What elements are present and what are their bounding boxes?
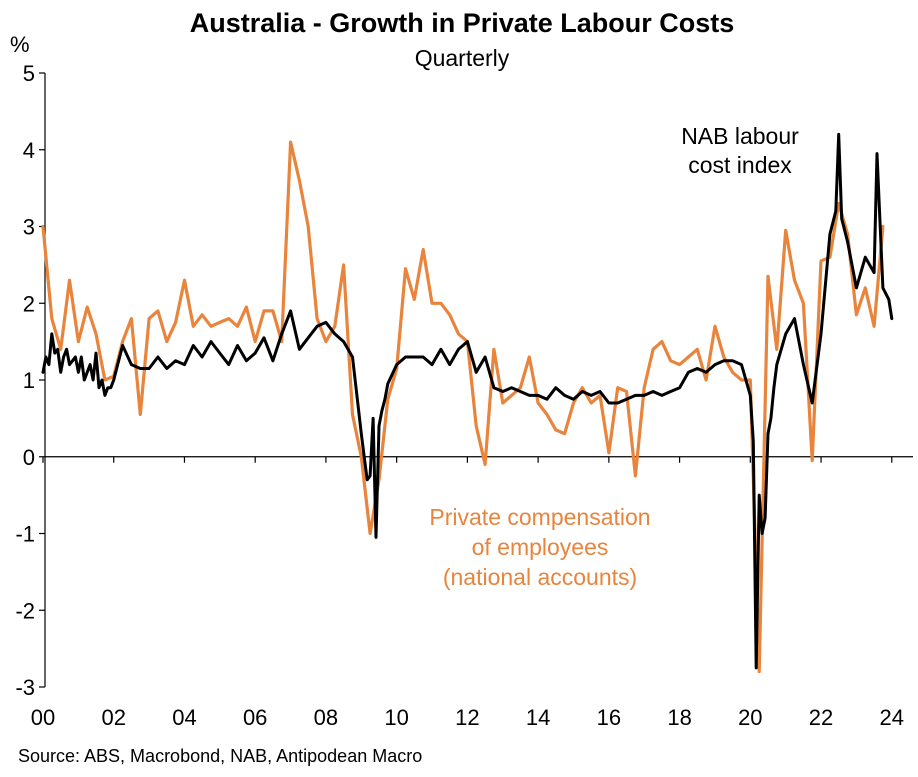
chart-subtitle: Quarterly: [415, 45, 510, 71]
nab-annotation-line1: NAB labour: [681, 123, 799, 149]
x-tick-label: 08: [314, 705, 338, 730]
pc-annotation-line1: Private compensation: [429, 504, 650, 530]
x-tick-label: 24: [880, 705, 904, 730]
chart-title: Australia - Growth in Private Labour Cos…: [190, 8, 735, 38]
pc-annotation-line2: of employees: [472, 534, 609, 560]
x-tick-label: 04: [172, 705, 196, 730]
y-axis-unit: %: [10, 32, 30, 57]
nab-annotation-line2: cost index: [688, 152, 792, 178]
y-tick-label: -1: [15, 522, 35, 547]
x-tick-label: 22: [809, 705, 833, 730]
x-tick-label: 02: [101, 705, 125, 730]
x-tick-label: 20: [738, 705, 762, 730]
y-tick-label: 4: [23, 138, 35, 163]
x-tick-label: 06: [243, 705, 267, 730]
x-tick-label: 14: [526, 705, 550, 730]
y-tick-label: 5: [23, 61, 35, 86]
x-tick-label: 18: [667, 705, 691, 730]
source-note: Source: ABS, Macrobond, NAB, Antipodean …: [18, 746, 422, 766]
y-tick-label: -3: [15, 675, 35, 700]
y-tick-label: 3: [23, 215, 35, 240]
y-tick-label: -2: [15, 598, 35, 623]
series-line-nab-labour-cost-index: [41, 132, 894, 670]
series-line-private-compensation: [41, 140, 885, 674]
y-tick-label: 1: [23, 368, 35, 393]
x-tick-label: 16: [597, 705, 621, 730]
pc-annotation-line3: (national accounts): [443, 564, 637, 590]
y-tick-label: 0: [23, 445, 35, 470]
x-tick-label: 10: [384, 705, 408, 730]
y-tick-label: 2: [23, 291, 35, 316]
x-tick-label: 00: [31, 705, 55, 730]
x-tick-label: 12: [455, 705, 479, 730]
